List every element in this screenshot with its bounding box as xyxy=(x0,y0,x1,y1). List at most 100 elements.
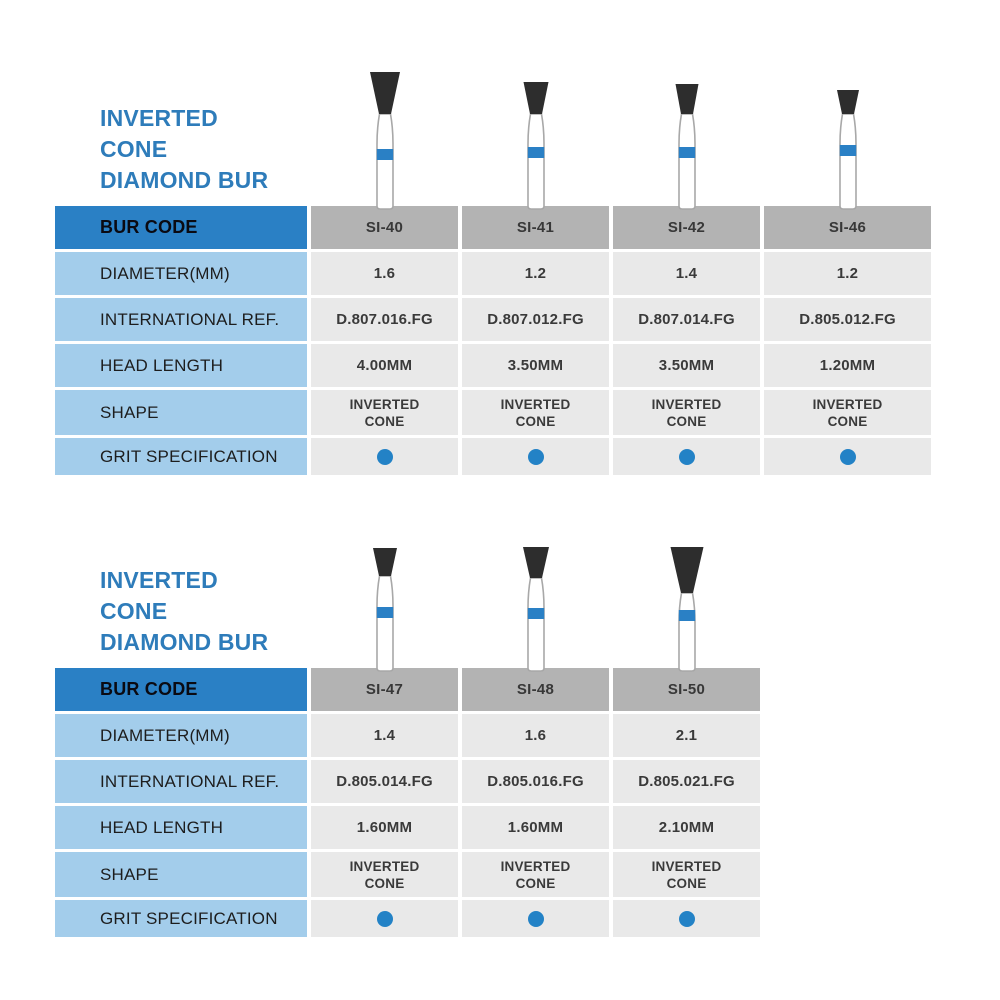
bur-head xyxy=(836,90,859,114)
inverted-cone-bur-icon xyxy=(522,547,549,672)
diameter-cell: 1.2 xyxy=(462,252,609,295)
grit-dot xyxy=(678,910,695,927)
head-length-cell: 2.10MM xyxy=(613,806,760,849)
bur-image-cell xyxy=(462,82,609,210)
head-length-cell: 1.60MM xyxy=(462,806,609,849)
grit-dot xyxy=(527,448,544,465)
grit-cell xyxy=(764,438,931,475)
grit-cell xyxy=(311,900,458,937)
head-length-cell: 3.50MM xyxy=(613,344,760,387)
row-label-bur-code: BUR CODE xyxy=(55,206,307,249)
row-label-shape: SHAPE xyxy=(55,390,307,435)
bur-shaft xyxy=(677,592,696,672)
inverted-cone-bur-icon xyxy=(369,72,400,210)
row-label-head-length: HEAD LENGTH xyxy=(55,344,307,387)
bur-depth-band xyxy=(527,608,544,619)
bur-code-cell: SI-48 xyxy=(462,668,609,711)
grit-dot xyxy=(376,448,393,465)
international-ref-cell: D.807.016.FG xyxy=(311,298,458,341)
diameter-cell: 1.4 xyxy=(613,252,760,295)
bur-code-cell: SI-41 xyxy=(462,206,609,249)
inverted-cone-bur-icon xyxy=(675,84,698,210)
bur-depth-band xyxy=(839,145,856,156)
shape-cell: INVERTED CONE xyxy=(462,852,609,897)
shape-line: INVERTED xyxy=(349,396,420,412)
row-label-grit: GRIT SPECIFICATION xyxy=(55,900,307,937)
grit-cell xyxy=(462,900,609,937)
shape-line: CONE xyxy=(827,413,868,429)
bur-depth-band xyxy=(678,147,695,158)
bur-code-cell: SI-50 xyxy=(613,668,760,711)
inverted-cone-bur-icon xyxy=(670,547,703,672)
grit-cell xyxy=(462,438,609,475)
shape-line: CONE xyxy=(515,413,556,429)
row-label-shape: SHAPE xyxy=(55,852,307,897)
section-title: INVERTED CONE DIAMOND BUR xyxy=(55,103,307,206)
international-ref-cell: D.805.016.FG xyxy=(462,760,609,803)
bur-depth-band xyxy=(678,610,695,621)
shape-line: INVERTED xyxy=(651,858,722,874)
international-ref-cell: D.807.012.FG xyxy=(462,298,609,341)
bur-shaft xyxy=(375,113,394,210)
bur-code-cell: SI-46 xyxy=(764,206,931,249)
head-length-cell: 1.60MM xyxy=(311,806,458,849)
head-length-cell: 4.00MM xyxy=(311,344,458,387)
shape-cell: INVERTED CONE xyxy=(613,852,760,897)
international-ref-cell: D.807.014.FG xyxy=(613,298,760,341)
bur-code-cell: SI-47 xyxy=(311,668,458,711)
shape-line: CONE xyxy=(364,413,405,429)
bur-code-cell: SI-40 xyxy=(311,206,458,249)
shape-cell: INVERTED CONE xyxy=(764,390,931,435)
bur-head xyxy=(675,84,698,114)
diameter-cell: 1.6 xyxy=(462,714,609,757)
international-ref-cell: D.805.014.FG xyxy=(311,760,458,803)
bur-spec-section: INVERTED CONE DIAMOND BUR BUR CODE SI-47 SI-4… xyxy=(55,547,970,937)
bur-shaft xyxy=(526,577,545,672)
row-label-diameter: DIAMETER(MM) xyxy=(55,714,307,757)
inverted-cone-bur-icon xyxy=(372,548,397,672)
grit-cell xyxy=(311,438,458,475)
bur-image-cell xyxy=(613,84,760,210)
bur-shaft xyxy=(677,113,696,210)
bur-spec-section: INVERTED CONE DIAMOND BUR BUR CODE SI-40 SI-4… xyxy=(55,72,970,475)
shape-cell: INVERTED CONE xyxy=(311,852,458,897)
spec-table: BUR CODE SI-47 SI-48 SI-50 DIAMETER(MM) 1.4 1.… xyxy=(55,668,970,937)
diameter-cell: 2.1 xyxy=(613,714,760,757)
row-label-diameter: DIAMETER(MM) xyxy=(55,252,307,295)
bur-image-cell xyxy=(613,547,760,672)
bur-head xyxy=(670,547,703,593)
grit-dot xyxy=(678,448,695,465)
bur-head xyxy=(372,548,397,576)
inverted-cone-bur-icon xyxy=(836,90,859,210)
bur-image-cell xyxy=(764,90,931,210)
international-ref-cell: D.805.021.FG xyxy=(613,760,760,803)
bur-shaft xyxy=(375,575,394,672)
bur-images-row: INVERTED CONE DIAMOND BUR xyxy=(55,547,970,672)
bur-head xyxy=(523,82,548,114)
shape-cell: INVERTED CONE xyxy=(462,390,609,435)
shape-line: INVERTED xyxy=(500,396,571,412)
grit-dot xyxy=(839,448,856,465)
bur-image-cell xyxy=(462,547,609,672)
section-title-line: DIAMOND BUR xyxy=(100,629,269,655)
row-label-head-length: HEAD LENGTH xyxy=(55,806,307,849)
bur-code-cell: SI-42 xyxy=(613,206,760,249)
shape-line: INVERTED xyxy=(500,858,571,874)
diameter-cell: 1.4 xyxy=(311,714,458,757)
shape-cell: INVERTED CONE xyxy=(311,390,458,435)
section-title-line: DIAMOND BUR xyxy=(100,167,269,193)
head-length-cell: 3.50MM xyxy=(462,344,609,387)
grit-dot xyxy=(527,910,544,927)
bur-depth-band xyxy=(527,147,544,158)
section-title-line: INVERTED xyxy=(100,567,218,593)
bur-images-row: INVERTED CONE DIAMOND BUR xyxy=(55,72,970,210)
row-label-grit: GRIT SPECIFICATION xyxy=(55,438,307,475)
bur-shaft xyxy=(526,113,545,210)
diameter-cell: 1.6 xyxy=(311,252,458,295)
shape-line: CONE xyxy=(666,875,707,891)
bur-shaft xyxy=(838,113,857,210)
section-title-line: INVERTED xyxy=(100,105,218,131)
grit-cell xyxy=(613,438,760,475)
inverted-cone-bur-icon xyxy=(523,82,548,210)
